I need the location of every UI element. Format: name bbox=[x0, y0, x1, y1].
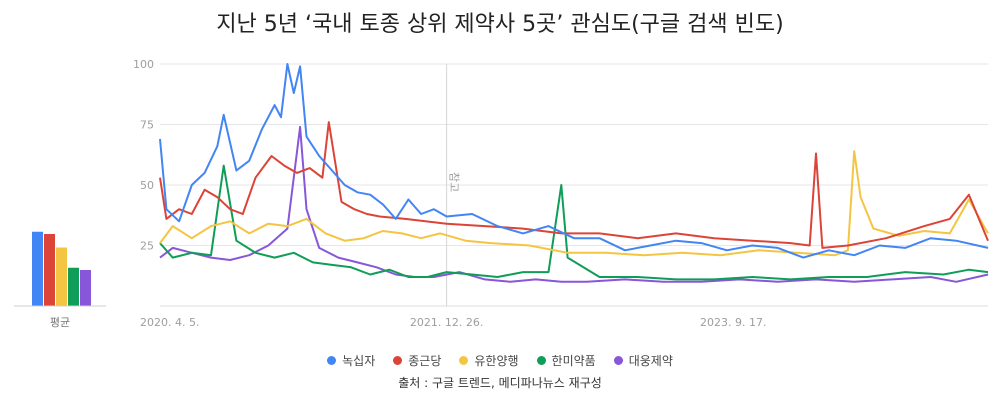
legend-swatch bbox=[536, 356, 546, 365]
legend-item: 종근당 bbox=[393, 352, 441, 369]
legend-item: 대웅제약 bbox=[613, 352, 673, 369]
average-bar-유한양행 bbox=[56, 247, 67, 306]
x-tick-label: 2020. 4. 5. bbox=[140, 316, 199, 329]
legend-label: 종근당 bbox=[408, 354, 442, 368]
average-bar-대웅제약 bbox=[80, 270, 91, 306]
legend-label: 한미약품 bbox=[551, 354, 596, 368]
legend: 녹십자 종근당 유한양행 한미약품 대웅제약 bbox=[0, 352, 1000, 369]
y-tick-label: 25 bbox=[140, 240, 154, 253]
average-panel: 평균 bbox=[14, 231, 106, 329]
y-tick-label: 100 bbox=[133, 58, 154, 71]
legend-swatch bbox=[393, 356, 403, 365]
axis-labels: 25 50 75 100 참고 2020. 4. 5. 2021. 12. 26. 2023.… bbox=[133, 58, 766, 329]
series-line-녹십자 bbox=[159, 63, 989, 259]
x-tick-label: 2023. 9. 17. bbox=[700, 316, 766, 329]
series-line-종근당 bbox=[159, 121, 989, 249]
annotation-label: 참고 bbox=[448, 172, 461, 192]
chart-title: 지난 5년 ‘국내 토종 상위 제약사 5곳’ 관심도(구글 검색 빈도) bbox=[216, 12, 784, 37]
series-line-대웅제약 bbox=[159, 125, 989, 283]
legend-item: 한미약품 bbox=[536, 352, 596, 369]
legend-swatch bbox=[613, 356, 623, 365]
y-tick-label: 50 bbox=[140, 179, 154, 192]
average-bar-녹십자 bbox=[32, 231, 43, 306]
grid-lines bbox=[160, 63, 988, 307]
average-bar-한미약품 bbox=[68, 267, 79, 306]
average-bar-종근당 bbox=[44, 234, 55, 306]
series-line-한미약품 bbox=[159, 164, 989, 281]
legend-item: 유한양행 bbox=[459, 352, 519, 369]
series-layer bbox=[159, 63, 989, 283]
source-note: 출처 : 구글 트렌드, 메디파나뉴스 재구성 bbox=[398, 376, 602, 390]
average-label: 평균 bbox=[50, 316, 70, 329]
x-tick-label: 2021. 12. 26. bbox=[410, 316, 483, 329]
legend-label: 녹십자 bbox=[342, 354, 376, 368]
legend-swatch bbox=[327, 356, 337, 365]
y-tick-label: 75 bbox=[140, 119, 154, 132]
series-line-유한양행 bbox=[159, 150, 989, 257]
legend-label: 유한양행 bbox=[474, 354, 519, 368]
legend-item: 녹십자 bbox=[327, 352, 375, 369]
legend-swatch bbox=[459, 356, 469, 365]
legend-label: 대웅제약 bbox=[628, 354, 673, 368]
